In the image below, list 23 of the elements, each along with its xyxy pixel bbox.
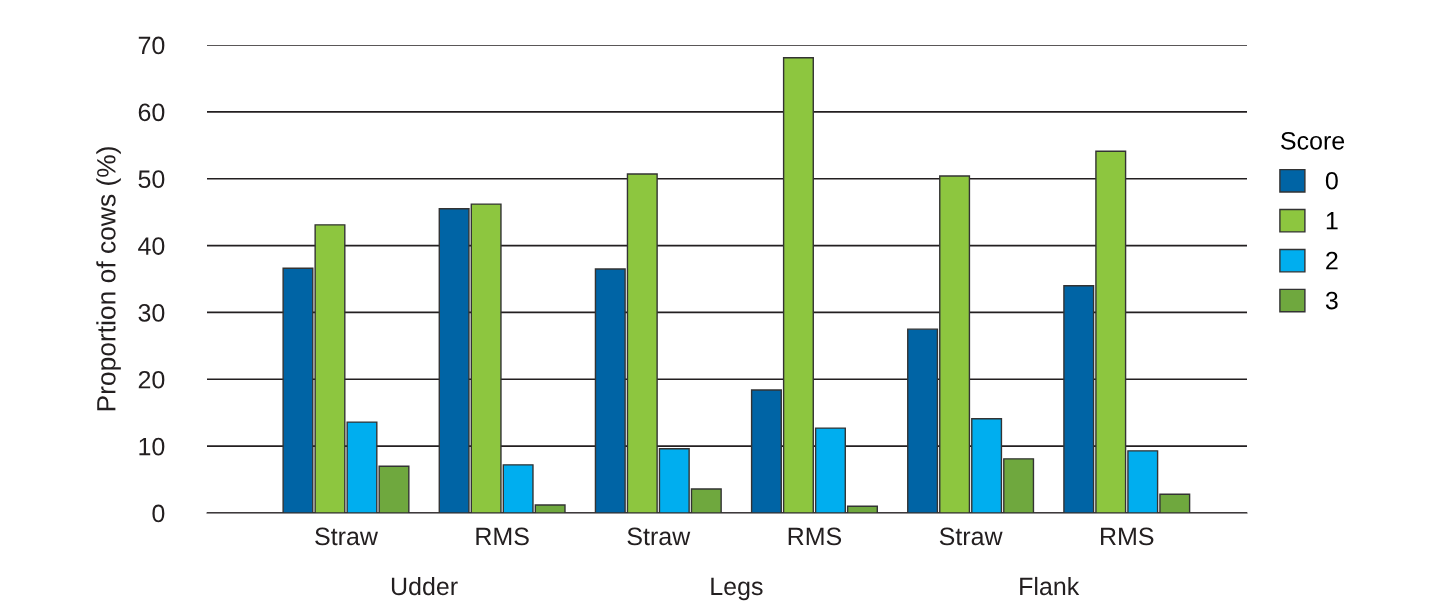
legend-label: 1 — [1326, 212, 1338, 230]
y-tick-label: 60 — [138, 103, 165, 122]
text: Udder — [391, 576, 458, 596]
y-tick-label: 10 — [139, 437, 165, 456]
x-tick-label: Straw — [939, 527, 1003, 546]
text: Legs — [711, 577, 763, 601]
text: Flank — [1020, 576, 1080, 596]
x-tick-label: Straw — [315, 527, 378, 546]
x-tick-label: RMS — [476, 527, 529, 546]
y-tick-label: 70 — [138, 36, 165, 55]
legend-label: 3 — [1325, 291, 1338, 310]
legend-label: 0 — [1325, 171, 1338, 190]
x-tick-label: RMS — [788, 527, 842, 546]
y-tick-label: 0 — [152, 504, 165, 523]
y-tick-label: 30 — [138, 304, 165, 322]
legend-label: 2 — [1326, 251, 1338, 270]
x-tick-label: RMS — [1101, 527, 1154, 546]
y-axis-title: Proportion of cows (%) — [96, 147, 121, 411]
x-tick-label: Straw — [627, 527, 691, 546]
y-tick-label: 40 — [138, 237, 165, 255]
y-tick-label: 50 — [138, 170, 165, 189]
legend-title: Score — [1281, 131, 1345, 150]
y-tick-label: 20 — [138, 370, 165, 389]
